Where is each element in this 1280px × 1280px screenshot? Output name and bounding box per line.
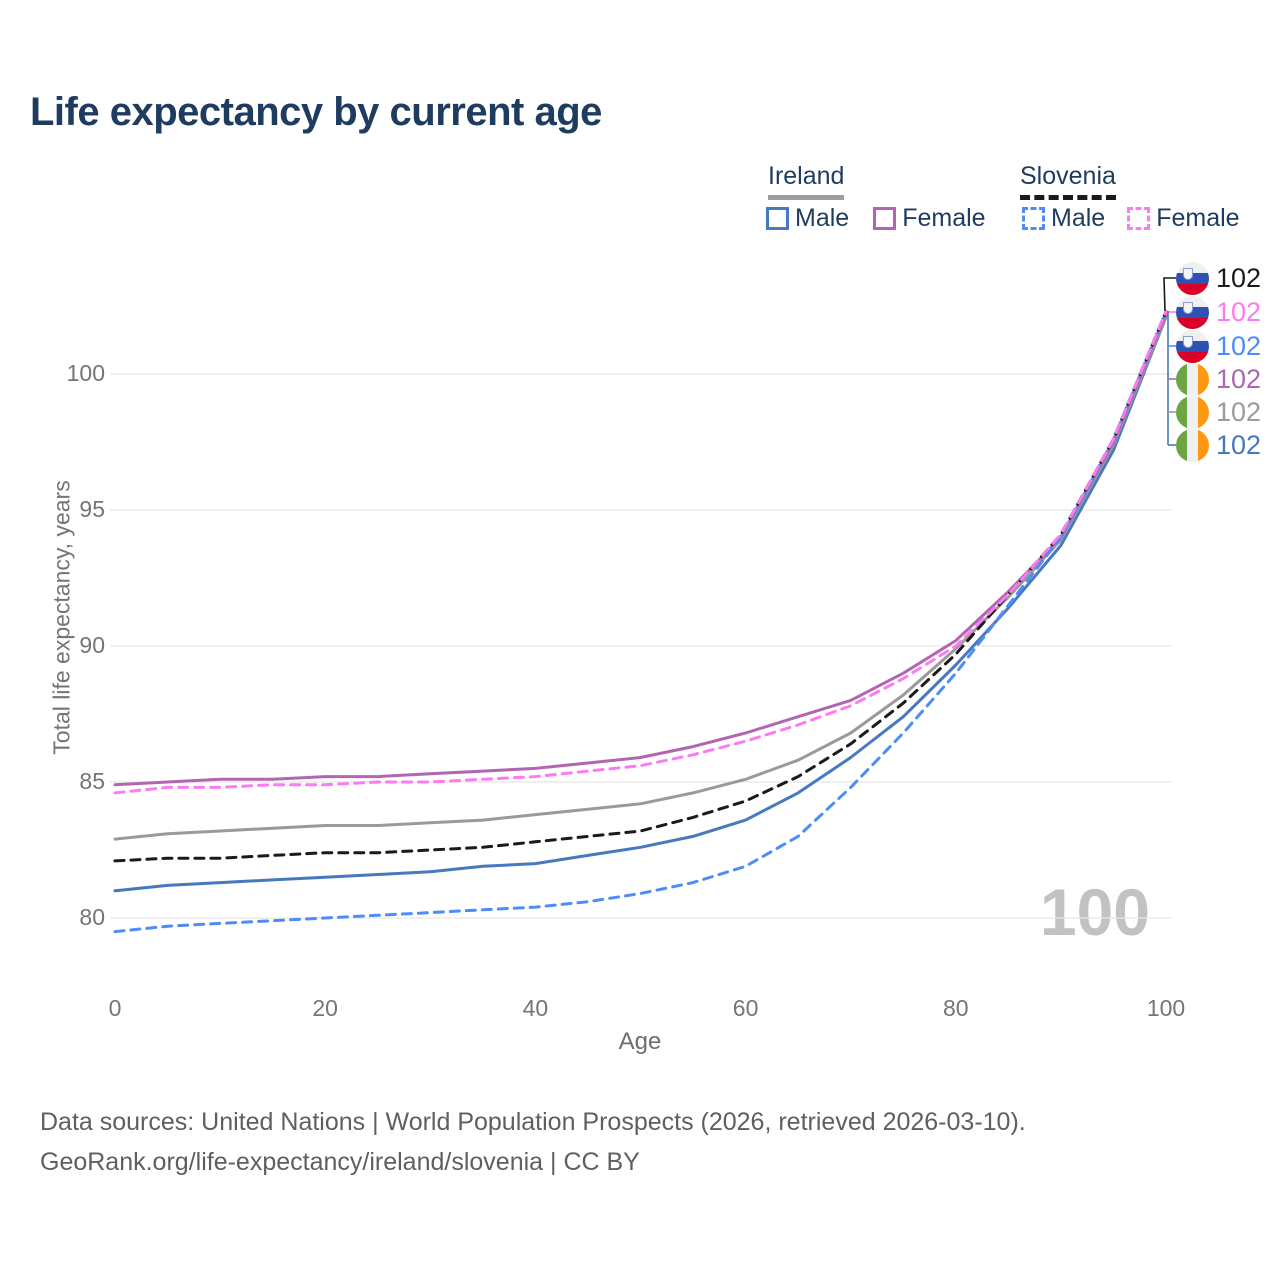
legend-label-slovenia-male: Male bbox=[1051, 204, 1106, 232]
legend-label-slovenia-female: Female bbox=[1156, 204, 1240, 232]
end-label-ireland-total: 102 bbox=[1176, 395, 1261, 429]
legend-swatch-slovenia-female bbox=[1127, 207, 1151, 230]
data-source-note: Data sources: United Nations | World Pop… bbox=[40, 1108, 1026, 1136]
x-tick-label: 20 bbox=[312, 995, 338, 1021]
age-frame-watermark: 100 bbox=[1039, 875, 1150, 949]
legend-label-ireland-female: Female bbox=[902, 204, 986, 232]
page-title: Life expectancy by current age bbox=[30, 90, 602, 134]
x-tick-label: 60 bbox=[732, 995, 759, 1021]
legend-group-slovenia: Slovenia bbox=[1020, 162, 1116, 200]
ireland-flag-icon bbox=[1176, 428, 1209, 462]
slovenia-flag-icon bbox=[1176, 329, 1209, 363]
end-label-slovenia-total: 102 bbox=[1176, 261, 1261, 295]
legend-row-ireland: Male Female bbox=[766, 204, 986, 233]
end-label-ireland-male: 102 bbox=[1176, 428, 1261, 462]
end-label-slovenia-female: 102 bbox=[1176, 295, 1261, 329]
legend-swatch-ireland-female bbox=[873, 207, 897, 230]
x-tick-label: 0 bbox=[108, 995, 122, 1021]
x-tick-label: 100 bbox=[1146, 995, 1186, 1021]
legend-group-ireland: Ireland bbox=[768, 162, 845, 200]
legend-swatch-ireland-male bbox=[766, 207, 789, 230]
y-tick-label: 80 bbox=[79, 904, 105, 930]
end-label-slovenia-male: 102 bbox=[1176, 329, 1261, 363]
slovenia-flag-icon bbox=[1176, 295, 1209, 329]
x-axis-title: Age bbox=[618, 1028, 662, 1055]
attribution-note: GeoRank.org/life-expectancy/ireland/slov… bbox=[40, 1148, 640, 1176]
x-tick-label: 40 bbox=[522, 995, 549, 1021]
legend-row-slovenia: Male Female bbox=[1022, 204, 1240, 233]
y-tick-label: 85 bbox=[79, 768, 105, 794]
x-tick-label: 80 bbox=[943, 995, 969, 1021]
end-label-ireland-female: 102 bbox=[1176, 362, 1261, 396]
ireland-flag-icon bbox=[1176, 362, 1209, 396]
y-tick-label: 100 bbox=[66, 360, 105, 386]
legend-swatch-slovenia-male bbox=[1022, 207, 1045, 230]
y-tick-label: 90 bbox=[79, 632, 105, 658]
legend-label-ireland-male: Male bbox=[795, 204, 850, 232]
ireland-flag-icon bbox=[1176, 395, 1209, 429]
slovenia-flag-icon bbox=[1176, 261, 1209, 295]
y-tick-label: 95 bbox=[79, 496, 105, 522]
